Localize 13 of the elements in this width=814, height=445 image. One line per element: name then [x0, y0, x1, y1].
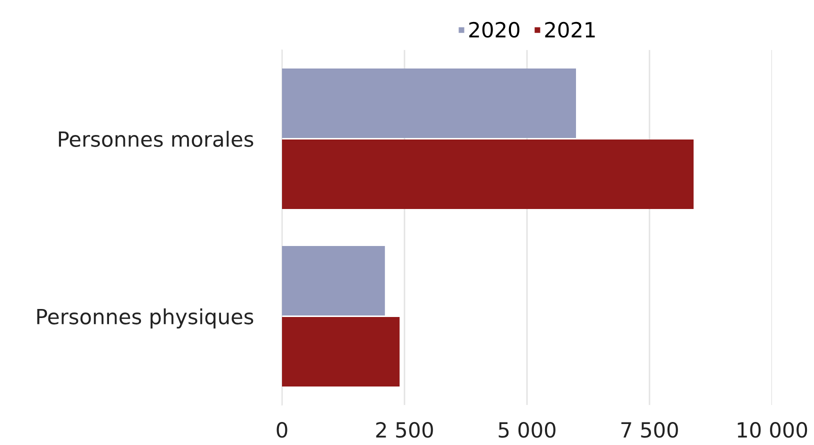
bar [282, 139, 694, 210]
x-tick-label: 5 000 [498, 422, 556, 438]
x-tick-label: 2 500 [376, 422, 433, 438]
y-tick-label: Personnes physiques [37, 308, 254, 328]
y-tick-label: Personnes morales [58, 130, 254, 147]
bar [282, 316, 400, 387]
x-tick-label: 10 000 [738, 422, 808, 438]
x-tick-label: 0 [276, 422, 288, 438]
bar [282, 68, 576, 138]
legend-label: 2021 [545, 22, 595, 38]
x-tick-label: 7 500 [621, 422, 678, 438]
legend-label: 2020 [469, 22, 520, 38]
bar [282, 246, 385, 316]
